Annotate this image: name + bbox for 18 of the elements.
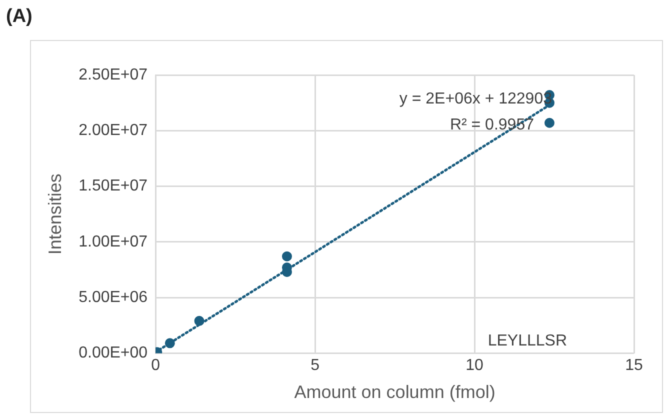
x-tick-label: 10: [466, 357, 484, 374]
y-tick-label: 1.00E+07: [78, 233, 148, 250]
point: [544, 118, 554, 128]
y-tick-label: 0.00E+00: [78, 344, 148, 362]
y-tick-label: 1.50E+07: [78, 178, 148, 195]
y-tick-label: 2.50E+07: [78, 66, 148, 84]
x-tick-label: 15: [625, 357, 643, 374]
point: [164, 338, 175, 348]
x-tick-label: 0: [151, 357, 160, 374]
x-tick-label: 5: [310, 357, 320, 374]
x-axis-title: Amount on column (fmol): [294, 382, 496, 402]
y-tick-label: 2.00E+07: [78, 122, 148, 140]
y-axis-title: Intensities: [44, 174, 65, 255]
point: [194, 316, 204, 326]
annotation: LEYLLLSR: [488, 332, 567, 350]
chart-title: (A): [6, 6, 32, 28]
y-tick-label: 5.00E+06: [78, 288, 148, 306]
point: [282, 251, 292, 262]
